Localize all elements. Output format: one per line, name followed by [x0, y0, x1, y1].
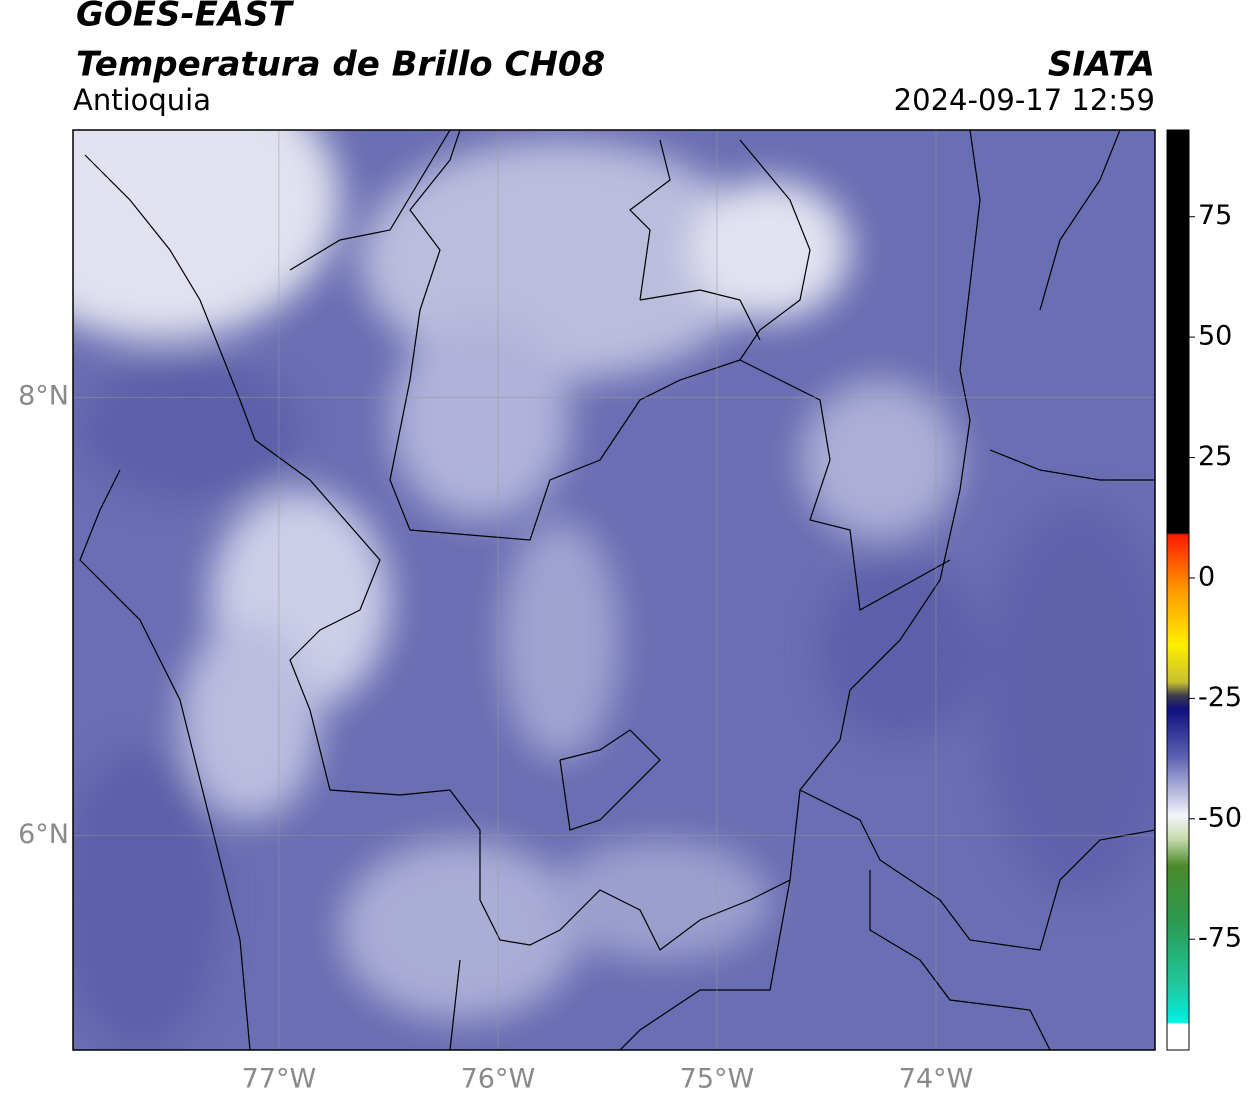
lat-tick-label: 8°N: [18, 381, 69, 412]
colorbar-tick-label: 25: [1198, 441, 1232, 472]
timestamp: 2024-09-17 12:59: [894, 83, 1155, 117]
colorbar-tick-label: 0: [1198, 561, 1215, 592]
graticule: [73, 130, 1155, 1050]
lon-tick-label: 75°W: [680, 1064, 755, 1095]
title: GOES-EAST: [76, 0, 295, 35]
lon-tick-label: 74°W: [899, 1064, 974, 1095]
colorbar: [1166, 129, 1190, 1051]
colorbar-tick-label: -75: [1198, 923, 1242, 954]
colorbar-tick-label: -50: [1198, 802, 1242, 833]
colorbar-tick-label: -25: [1198, 682, 1242, 713]
subtitle: Temperatura de Brillo CH08: [76, 45, 605, 85]
lat-tick-label: 6°N: [18, 819, 69, 850]
region: Antioquia: [73, 83, 211, 117]
source: SIATA: [1048, 45, 1155, 85]
lon-tick-label: 76°W: [461, 1064, 536, 1095]
colorbar-tick-label: 50: [1198, 321, 1232, 352]
map-frame: [72, 129, 1156, 1051]
colorbar-tick-label: 75: [1198, 200, 1232, 231]
map-image: [73, 130, 1155, 1050]
lon-tick-label: 77°W: [242, 1064, 317, 1095]
